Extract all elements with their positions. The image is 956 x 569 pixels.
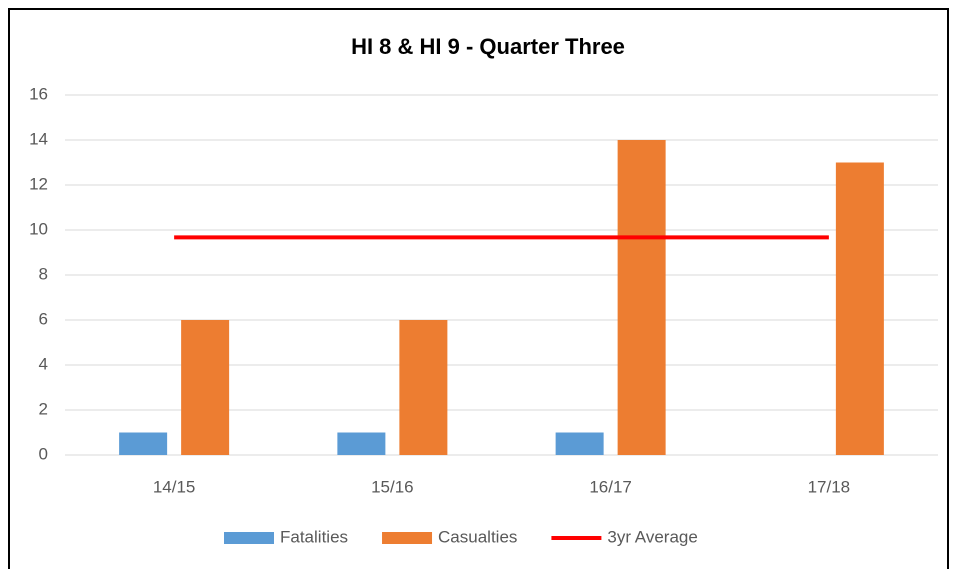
y-tick-label: 16 bbox=[29, 84, 48, 103]
legend-label: 3yr Average bbox=[607, 527, 697, 546]
y-tick-label: 14 bbox=[29, 129, 48, 148]
legend-label: Fatalities bbox=[280, 527, 348, 546]
bar bbox=[337, 432, 386, 455]
legend-label: Casualties bbox=[438, 527, 517, 546]
y-tick-label: 6 bbox=[39, 309, 48, 328]
chart-title: HI 8 & HI 9 - Quarter Three bbox=[351, 34, 625, 59]
bar bbox=[181, 320, 230, 455]
chart-border bbox=[8, 8, 949, 569]
y-tick-label: 8 bbox=[39, 264, 48, 283]
legend-swatch bbox=[224, 532, 274, 544]
y-tick-label: 2 bbox=[39, 399, 48, 418]
bar bbox=[399, 320, 448, 455]
y-tick-label: 12 bbox=[29, 174, 48, 193]
x-tick-label: 17/18 bbox=[808, 477, 851, 496]
bar bbox=[119, 432, 168, 455]
legend-swatch bbox=[382, 532, 433, 544]
x-tick-label: 15/16 bbox=[371, 477, 414, 496]
x-tick-label: 16/17 bbox=[589, 477, 632, 496]
bar bbox=[555, 432, 604, 455]
y-tick-label: 0 bbox=[39, 444, 48, 463]
y-tick-label: 10 bbox=[29, 219, 48, 238]
y-tick-label: 4 bbox=[39, 354, 48, 373]
x-tick-label: 14/15 bbox=[153, 477, 196, 496]
bar bbox=[835, 162, 884, 455]
bar bbox=[617, 140, 666, 455]
